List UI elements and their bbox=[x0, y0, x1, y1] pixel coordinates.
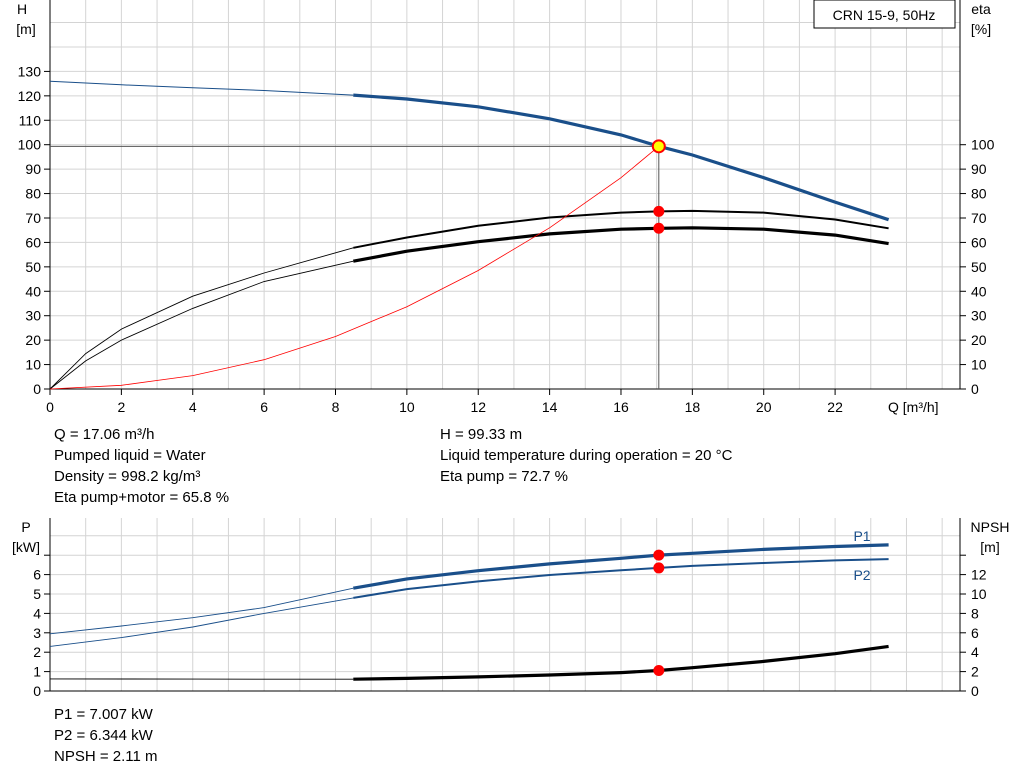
info-top-left: Q = 17.06 m³/h Pumped liquid = Water Den… bbox=[54, 424, 229, 508]
eta-pump-motor-curve-line bbox=[353, 226, 889, 263]
y-right-tick-label: 20 bbox=[971, 332, 987, 348]
y-right-tick-label: 60 bbox=[971, 234, 987, 250]
y-right-axis-label: NPSH bbox=[971, 519, 1010, 535]
y-right-axis-unit: [%] bbox=[971, 21, 991, 37]
y-right-tick-label: 90 bbox=[971, 161, 987, 177]
npsh-curve-line bbox=[353, 644, 889, 681]
y-left-tick-label: 70 bbox=[25, 210, 41, 226]
y-left-tick-label: 130 bbox=[18, 63, 42, 79]
y-right-tick-label: 10 bbox=[971, 586, 987, 602]
y-left-tick-label: 50 bbox=[25, 259, 41, 275]
npsh-operating-point bbox=[653, 665, 665, 677]
x-tick-label: 4 bbox=[189, 399, 197, 415]
y-right-tick-label: 80 bbox=[971, 186, 987, 202]
info-top-right: H = 99.33 m Liquid temperature during op… bbox=[440, 424, 732, 487]
y-right-axis-unit: [m] bbox=[980, 539, 999, 555]
p2-curve-line-thin bbox=[49, 597, 354, 647]
y-right-tick-label: 70 bbox=[971, 210, 987, 226]
y-left-tick-label: 40 bbox=[25, 283, 41, 299]
y-right-tick-label: 10 bbox=[971, 357, 987, 373]
info-liquid-temperature: Liquid temperature during operation = 20… bbox=[440, 447, 733, 464]
info-pumped-liquid: Pumped liquid = Water bbox=[54, 447, 206, 464]
y-left-axis-label: P bbox=[21, 519, 30, 535]
y-left-tick-label: 30 bbox=[25, 308, 41, 324]
y-left-tick-label: 5 bbox=[33, 586, 41, 602]
y-left-tick-label: 0 bbox=[33, 683, 41, 699]
y-right-axis-label: eta bbox=[971, 1, 991, 17]
head-curve-line bbox=[353, 93, 890, 222]
y-left-tick-label: 20 bbox=[25, 332, 41, 348]
eta-pump-point bbox=[653, 205, 665, 217]
x-tick-label: 8 bbox=[332, 399, 340, 415]
eta-pump-curve-line bbox=[353, 209, 889, 249]
eta-pump-motor-point bbox=[653, 222, 665, 234]
info-density: Density = 998.2 kg/m³ bbox=[54, 468, 201, 485]
y-left-tick-label: 1 bbox=[33, 664, 41, 680]
info-p2: P2 = 6.344 kW bbox=[54, 727, 153, 744]
y-right-tick-label: 30 bbox=[971, 308, 987, 324]
y-left-tick-label: 120 bbox=[18, 88, 42, 104]
x-tick-label: 16 bbox=[613, 399, 629, 415]
p2-legend-label: P2 bbox=[853, 567, 870, 583]
y-left-axis-unit: [m] bbox=[16, 21, 35, 37]
x-tick-label: 20 bbox=[756, 399, 772, 415]
y-left-tick-label: 100 bbox=[18, 137, 42, 153]
p1-curve-line-thin bbox=[49, 587, 354, 635]
x-tick-label: 18 bbox=[685, 399, 701, 415]
x-tick-label: 6 bbox=[260, 399, 268, 415]
chart-title: CRN 15-9, 50Hz bbox=[833, 7, 936, 23]
x-tick-label: 14 bbox=[542, 399, 558, 415]
head-operating-point bbox=[651, 139, 666, 154]
y-left-tick-label: 80 bbox=[25, 186, 41, 202]
x-tick-label: 2 bbox=[117, 399, 125, 415]
p2-operating-point bbox=[653, 562, 665, 574]
y-right-tick-label: 8 bbox=[971, 605, 979, 621]
x-tick-label: 22 bbox=[827, 399, 843, 415]
y-right-tick-label: 6 bbox=[971, 625, 979, 641]
y-left-tick-label: 6 bbox=[33, 567, 41, 583]
y-right-tick-label: 0 bbox=[971, 683, 979, 699]
x-tick-label: 10 bbox=[399, 399, 415, 415]
info-head: H = 99.33 m bbox=[440, 426, 523, 443]
p2-curve-line bbox=[353, 558, 889, 599]
x-axis-label: Q [m³/h] bbox=[888, 399, 939, 415]
info-eta-pump: Eta pump = 72.7 % bbox=[440, 468, 568, 485]
head-curve-line-thin bbox=[49, 80, 354, 96]
system-curve-line bbox=[49, 145, 660, 390]
y-left-tick-label: 90 bbox=[25, 161, 41, 177]
p1-operating-point bbox=[653, 549, 665, 561]
top-performance-chart: 0102030405060708090100110120130010203040… bbox=[16, 0, 995, 415]
info-flow: Q = 17.06 m³/h bbox=[54, 426, 155, 443]
y-right-tick-label: 2 bbox=[971, 664, 979, 680]
info-bottom: P1 = 7.007 kW P2 = 6.344 kW NPSH = 2.11 … bbox=[54, 704, 158, 767]
y-left-tick-label: 110 bbox=[19, 112, 42, 128]
p1-legend-label: P1 bbox=[853, 528, 870, 544]
y-left-tick-label: 60 bbox=[25, 234, 41, 250]
y-right-tick-label: 0 bbox=[971, 381, 979, 397]
y-left-tick-label: 4 bbox=[33, 605, 41, 621]
y-right-tick-label: 40 bbox=[971, 283, 987, 299]
y-left-tick-label: 0 bbox=[33, 381, 41, 397]
y-left-tick-label: 10 bbox=[25, 357, 41, 373]
y-right-tick-label: 50 bbox=[971, 259, 987, 275]
y-left-tick-label: 2 bbox=[33, 644, 41, 660]
y-right-tick-label: 4 bbox=[971, 644, 979, 660]
eta-pump-curve-line-thin bbox=[49, 247, 354, 390]
y-left-axis-unit: [kW] bbox=[12, 539, 40, 555]
info-p1: P1 = 7.007 kW bbox=[54, 706, 153, 723]
y-left-axis-label: H bbox=[17, 1, 27, 17]
eta-pump-motor-curve-line-thin bbox=[49, 260, 354, 390]
info-eta-pump-motor: Eta pump+motor = 65.8 % bbox=[54, 489, 230, 506]
x-tick-label: 0 bbox=[46, 399, 54, 415]
title-box bbox=[813, 0, 956, 29]
x-tick-label: 12 bbox=[470, 399, 486, 415]
p1-curve-line bbox=[353, 543, 889, 590]
info-npsh: NPSH = 2.11 m bbox=[54, 748, 158, 765]
y-right-tick-label: 12 bbox=[971, 567, 987, 583]
y-left-tick-label: 3 bbox=[33, 625, 41, 641]
y-right-tick-label: 100 bbox=[971, 137, 995, 153]
